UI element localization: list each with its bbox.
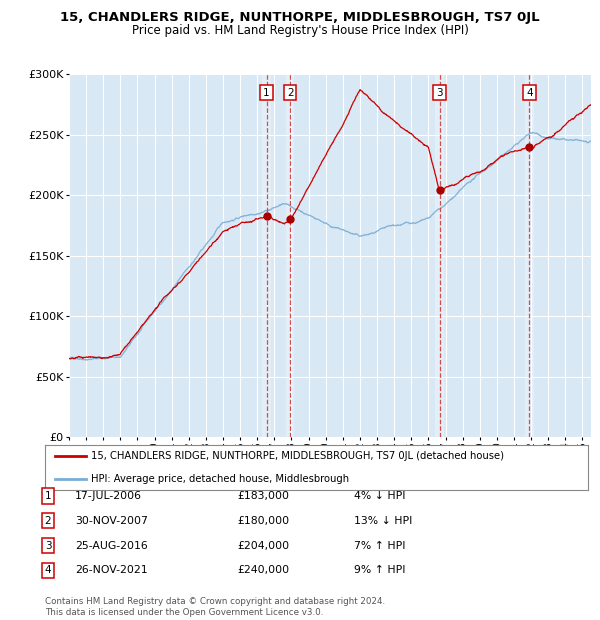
Text: 30-NOV-2007: 30-NOV-2007	[75, 516, 148, 526]
Text: £180,000: £180,000	[237, 516, 289, 526]
Text: 25-AUG-2016: 25-AUG-2016	[75, 541, 148, 551]
Text: 4: 4	[44, 565, 52, 575]
Bar	[525, 74, 533, 437]
Text: 1: 1	[263, 87, 270, 97]
Text: 7% ↑ HPI: 7% ↑ HPI	[354, 541, 406, 551]
Text: 3: 3	[436, 87, 443, 97]
Text: Price paid vs. HM Land Registry's House Price Index (HPI): Price paid vs. HM Land Registry's House …	[131, 24, 469, 37]
Text: £183,000: £183,000	[237, 491, 289, 501]
Text: 26-NOV-2021: 26-NOV-2021	[75, 565, 148, 575]
Text: This data is licensed under the Open Government Licence v3.0.: This data is licensed under the Open Gov…	[45, 608, 323, 617]
Text: £240,000: £240,000	[237, 565, 289, 575]
Text: 4: 4	[526, 87, 533, 97]
Bar	[435, 74, 444, 437]
Bar	[262, 74, 271, 437]
Text: 13% ↓ HPI: 13% ↓ HPI	[354, 516, 412, 526]
Text: 2: 2	[44, 516, 52, 526]
Text: 9% ↑ HPI: 9% ↑ HPI	[354, 565, 406, 575]
Text: 17-JUL-2006: 17-JUL-2006	[75, 491, 142, 501]
Text: £204,000: £204,000	[237, 541, 289, 551]
Text: HPI: Average price, detached house, Middlesbrough: HPI: Average price, detached house, Midd…	[91, 474, 349, 484]
Text: Contains HM Land Registry data © Crown copyright and database right 2024.: Contains HM Land Registry data © Crown c…	[45, 597, 385, 606]
Text: 15, CHANDLERS RIDGE, NUNTHORPE, MIDDLESBROUGH, TS7 0JL (detached house): 15, CHANDLERS RIDGE, NUNTHORPE, MIDDLESB…	[91, 451, 504, 461]
Bar	[286, 74, 295, 437]
Text: 15, CHANDLERS RIDGE, NUNTHORPE, MIDDLESBROUGH, TS7 0JL: 15, CHANDLERS RIDGE, NUNTHORPE, MIDDLESB…	[60, 11, 540, 24]
Text: 2: 2	[287, 87, 293, 97]
Text: 1: 1	[44, 491, 52, 501]
Text: 4% ↓ HPI: 4% ↓ HPI	[354, 491, 406, 501]
Text: 3: 3	[44, 541, 52, 551]
